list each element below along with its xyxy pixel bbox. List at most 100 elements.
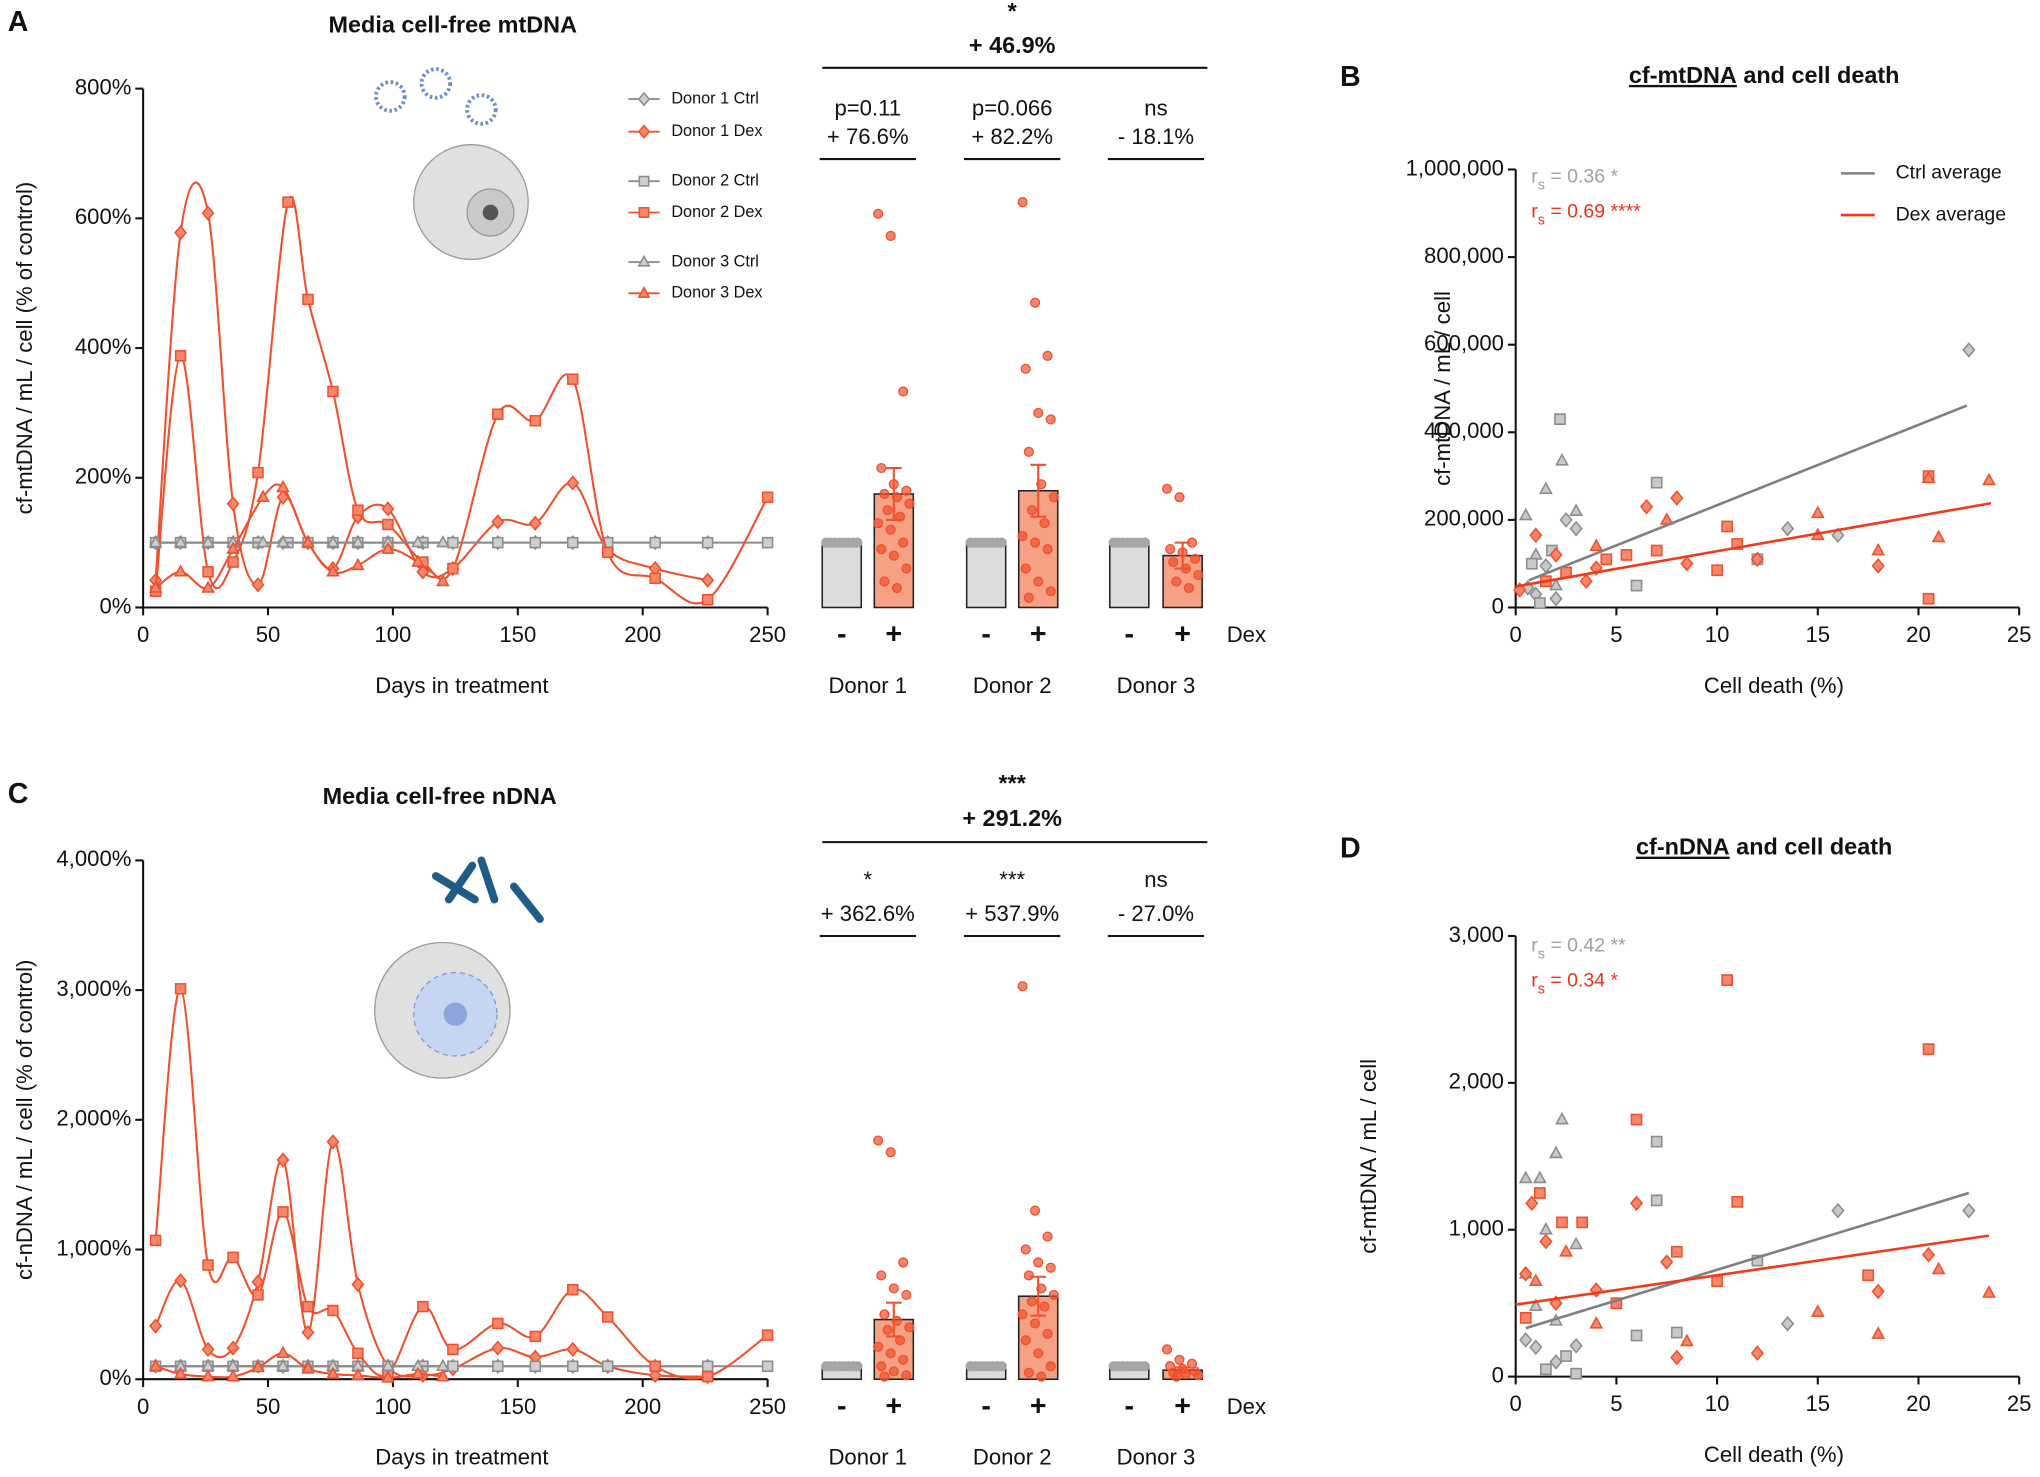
data-point [888,1283,899,1294]
data-point [1033,576,1044,587]
data-point [873,1341,884,1352]
marker [761,1329,774,1341]
data-point [1020,363,1031,374]
marker [381,1358,395,1372]
y-tick-label: 0% [99,1365,131,1390]
y-tick-label: 1,000 [1449,1216,1504,1241]
title-rest: and cell death [1730,834,1893,860]
marker [227,556,239,568]
marker [227,1251,239,1264]
data-point [879,488,890,500]
data-point [873,208,884,219]
marker [256,535,270,548]
error-bar [1030,1275,1047,1317]
marker [252,1289,264,1301]
marker [1529,527,1543,544]
significance: p=0.066 [972,95,1053,120]
x-axis-label: Days in treatment [375,1445,548,1470]
correlation-symbol: r [1531,201,1538,223]
marker [1751,1254,1764,1267]
y-tick-label: 200% [75,464,132,489]
marker [1519,1332,1533,1348]
y-tick-label: 2,000 [1449,1069,1504,1094]
marker [492,536,504,549]
marker [1679,1333,1694,1347]
marker [1922,1043,1935,1055]
correlation: rs = 0.34 * [1531,970,1618,998]
marker [1532,1170,1547,1184]
marker [1871,558,1885,574]
marker [411,1366,425,1379]
marker [381,1370,395,1383]
data-point [879,1309,890,1320]
marker [411,535,425,548]
data-point [1036,1371,1047,1382]
marker [1670,1349,1684,1366]
marker [701,572,715,588]
data-point [898,386,909,397]
overall-change: + 46.9% [969,32,1056,58]
marker [1528,1298,1543,1311]
marker [602,1360,614,1372]
marker [761,536,774,549]
marker [202,1259,214,1271]
marker [1982,472,1996,486]
x-tick-label: 50 [256,622,281,647]
marker [1670,1326,1683,1339]
x-axis-label: Dex [1227,622,1266,647]
vesicle [419,67,453,100]
marker [567,1283,579,1296]
x-tick-label: 15 [1805,1391,1830,1416]
marker [1589,538,1604,552]
correlation-symbol: r [1531,935,1538,957]
marker [1539,1233,1553,1250]
marker [649,536,661,549]
data-point [1190,553,1201,564]
y-tick-label: 400,000 [1424,418,1504,443]
x-tick-label: 10 [1705,622,1730,647]
data-point [1045,414,1056,425]
marker [351,535,365,548]
marker [491,1340,505,1356]
data-point [1045,586,1056,597]
group-label: Donor 1 [828,673,907,698]
data-point [1045,1361,1056,1372]
marker [648,1367,662,1383]
significance: p=0.11 [834,95,901,120]
data-point [1039,518,1050,529]
data-point [1174,1354,1185,1365]
marker [174,1272,188,1289]
marker [148,1358,163,1372]
marker [201,535,215,548]
marker [1670,1245,1683,1258]
y-tick-label: 800% [75,74,132,99]
data-point [1030,1205,1041,1216]
correlation-subscript: s [1538,212,1545,228]
correlation-symbol: r [1531,165,1538,187]
data-point [885,1147,896,1158]
data-point [1020,1244,1031,1255]
correlation-symbol: r [1531,970,1538,992]
marker [148,535,163,548]
marker [1519,1312,1532,1324]
marker [1556,1216,1568,1229]
marker [1554,413,1566,426]
x-tick-label: 100 [374,622,411,647]
y-tick-label: 1,000% [56,1235,131,1260]
percent-change: + 362.6% [821,901,915,926]
marker [352,504,364,516]
marker [436,535,450,548]
x-axis-label: Cell death (%) [1704,673,1844,698]
marker [1711,564,1723,577]
marker [1529,1339,1543,1356]
marker [1525,557,1538,570]
marker [173,535,188,548]
data-point [876,544,887,555]
marker [1962,1202,1976,1219]
marker [566,1341,580,1358]
marker [1549,547,1563,563]
marker [1589,1316,1604,1329]
marker [276,1345,290,1359]
